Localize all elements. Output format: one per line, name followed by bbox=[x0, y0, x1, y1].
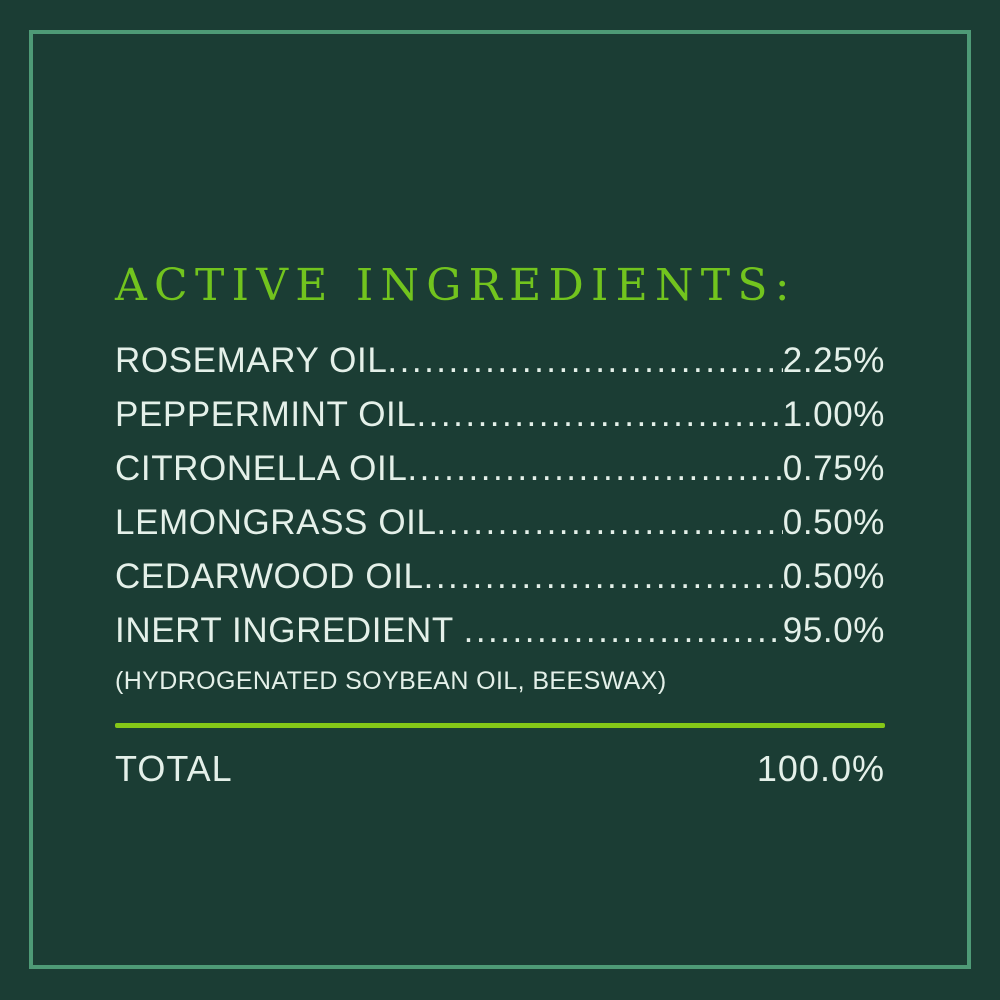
dot-leader: ........................................… bbox=[416, 395, 783, 434]
active-ingredients-panel: ACTIVE INGREDIENTS: ROSEMARY OIL........… bbox=[115, 260, 885, 790]
ingredient-row: PEPPERMINT OIL..........................… bbox=[115, 395, 885, 449]
ingredient-list: ROSEMARY OIL............................… bbox=[115, 341, 885, 665]
dot-leader: ........................................… bbox=[387, 341, 782, 380]
dot-leader: ........................................… bbox=[436, 503, 783, 542]
dot-leader: ........................................… bbox=[407, 449, 782, 488]
total-label: TOTAL bbox=[115, 748, 233, 789]
panel-title: ACTIVE INGREDIENTS: bbox=[115, 260, 797, 311]
ingredient-value: 95.0% bbox=[782, 611, 885, 650]
inert-ingredient-note: (HYDROGENATED SOYBEAN OIL, BEESWAX) bbox=[115, 667, 667, 695]
ingredient-label: LEMONGRASS OIL bbox=[115, 503, 437, 542]
ingredient-row: ROSEMARY OIL............................… bbox=[115, 341, 885, 395]
ingredient-row: CITRONELLA OIL..........................… bbox=[115, 449, 885, 503]
ingredient-value: 1.00% bbox=[782, 395, 885, 434]
total-value: 100.0% bbox=[756, 748, 885, 789]
ingredient-value: 0.75% bbox=[782, 449, 885, 488]
divider-line bbox=[115, 723, 885, 728]
ingredient-label: PEPPERMINT OIL bbox=[115, 395, 417, 434]
ingredient-label: CITRONELLA OIL bbox=[115, 449, 408, 488]
total-row: TOTAL 100.0% bbox=[115, 748, 885, 790]
ingredient-row: CEDARWOOD OIL...........................… bbox=[115, 557, 885, 611]
ingredient-row: INERT INGREDIENT .......................… bbox=[115, 611, 885, 665]
ingredient-value: 0.50% bbox=[782, 557, 885, 596]
dot-leader: ........................................… bbox=[463, 611, 783, 650]
ingredient-label: CEDARWOOD OIL bbox=[115, 557, 424, 596]
dot-leader: ........................................… bbox=[423, 557, 783, 596]
ingredient-value: 0.50% bbox=[782, 503, 885, 542]
ingredient-label: ROSEMARY OIL bbox=[115, 341, 388, 380]
ingredient-value: 2.25% bbox=[782, 341, 885, 380]
ingredient-label: INERT INGREDIENT bbox=[115, 611, 464, 650]
ingredient-row: LEMONGRASS OIL..........................… bbox=[115, 503, 885, 557]
